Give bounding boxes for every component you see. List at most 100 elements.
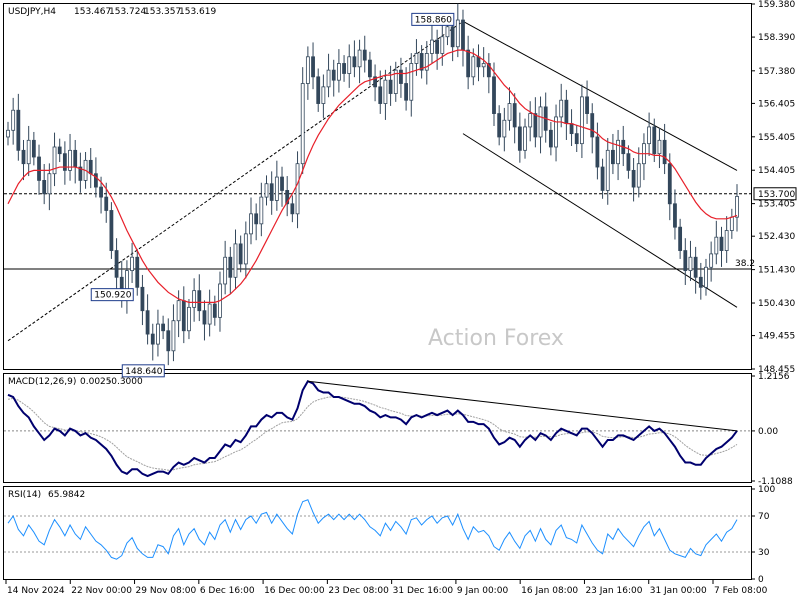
rsi-axis: 100 70 30 0 — [751, 485, 775, 585]
candle-body — [548, 129, 553, 148]
candle-body — [461, 19, 465, 51]
symbol-title: USDJPY,H4 — [8, 7, 56, 17]
candle-body — [631, 169, 636, 188]
candle-body — [150, 333, 155, 345]
candle-body — [492, 76, 496, 114]
candle-body — [600, 166, 605, 191]
candle-body — [667, 163, 672, 205]
candle-body — [31, 139, 36, 158]
candle-body — [481, 63, 486, 68]
rsi-tick-label: 30 — [758, 548, 770, 558]
candle-body — [683, 250, 688, 272]
candle-body — [228, 256, 233, 278]
candle-body — [471, 56, 476, 78]
candle-body — [238, 243, 243, 265]
candle-body — [373, 76, 377, 88]
candle-body — [440, 36, 445, 54]
candle-body — [574, 133, 579, 145]
macd-tick-label: 1.2156 — [758, 372, 790, 382]
candle-body — [517, 126, 522, 151]
candle-body — [368, 59, 372, 78]
candle-body — [657, 139, 662, 155]
candle-body — [714, 236, 719, 255]
annotation-box — [411, 12, 455, 26]
time-tick-label: 16 Dec 00:00 — [264, 586, 325, 596]
candle-body — [171, 320, 176, 352]
candle-body — [11, 109, 16, 131]
candle-body — [223, 256, 228, 285]
candle-body — [688, 256, 693, 272]
candle-body — [409, 63, 414, 101]
candle-body — [352, 56, 357, 68]
candle-body — [336, 63, 341, 81]
candle-body — [316, 76, 321, 104]
candle-body — [579, 96, 584, 145]
candle-body — [274, 176, 279, 201]
candle-body — [176, 300, 181, 322]
candle-body — [616, 139, 620, 165]
candle-body — [62, 153, 67, 171]
candle-body — [68, 149, 72, 171]
candle-body — [445, 26, 450, 38]
candle-body — [455, 19, 460, 48]
candle-body — [156, 323, 160, 345]
candle-body — [507, 103, 512, 121]
candle-body — [404, 83, 409, 101]
candle-body — [502, 119, 507, 138]
candle-body — [523, 126, 527, 151]
candle-body — [140, 286, 145, 312]
rsi-tick-label: 100 — [758, 485, 775, 495]
candle-body — [37, 156, 41, 181]
ohlc-low: 153.357 — [144, 7, 181, 17]
candle-body — [704, 266, 708, 288]
candle-body — [554, 116, 558, 148]
candle-body — [719, 236, 724, 251]
candle-body — [538, 106, 543, 138]
annotation-label: 158.860 — [415, 15, 452, 25]
candle-body — [73, 149, 78, 168]
watermark: Action Forex — [428, 326, 564, 351]
candle-body — [709, 253, 714, 268]
time-tick-label: 22 Nov 00:00 — [71, 586, 132, 596]
annotation-label: 148.640 — [125, 367, 162, 377]
trend-line — [462, 20, 738, 171]
candle-body — [264, 183, 269, 198]
rsi-line — [7, 499, 738, 560]
candle-body — [254, 213, 259, 225]
candle-body — [249, 213, 253, 235]
candle-body — [192, 290, 197, 308]
moving-average-line — [7, 49, 738, 303]
candle-body — [735, 196, 739, 218]
candle-body — [331, 69, 336, 81]
candle-body — [450, 26, 455, 48]
candle-body — [430, 39, 434, 54]
candle-body — [21, 149, 26, 165]
time-axis: 14 Nov 2024 22 Nov 00:00 29 Nov 08:00 6 Dec… — [5, 580, 768, 596]
candle-body — [399, 69, 403, 84]
price-tick-label: 148.455 — [758, 365, 795, 375]
annotation-box — [121, 364, 165, 378]
candle-body — [678, 226, 683, 251]
candle-body — [652, 126, 657, 155]
time-tick-label: 31 Dec 16:00 — [393, 586, 454, 596]
candle-body — [611, 149, 615, 165]
candle-body — [311, 56, 315, 78]
rsi-title: RSI(14) — [8, 490, 41, 500]
candle-body — [243, 233, 248, 265]
candle-body — [564, 99, 569, 125]
candle-body — [388, 79, 393, 94]
macd-panel-frame — [3, 373, 752, 483]
candle-body — [109, 210, 114, 251]
trend-line — [7, 20, 464, 342]
candle-body — [673, 203, 677, 228]
candle-body — [528, 113, 533, 128]
annotation-label: 150.920 — [94, 291, 131, 301]
ohlc-close: 153.619 — [179, 7, 216, 17]
time-tick-label: 23 Dec 08:00 — [328, 586, 389, 596]
time-tick-label: 6 Dec 16:00 — [200, 586, 255, 596]
price-tick-label: 150.430 — [758, 299, 795, 309]
price-tick-label: 151.430 — [758, 266, 795, 276]
time-tick-label: 14 Nov 2024 — [7, 586, 65, 596]
candle-body — [88, 159, 93, 175]
